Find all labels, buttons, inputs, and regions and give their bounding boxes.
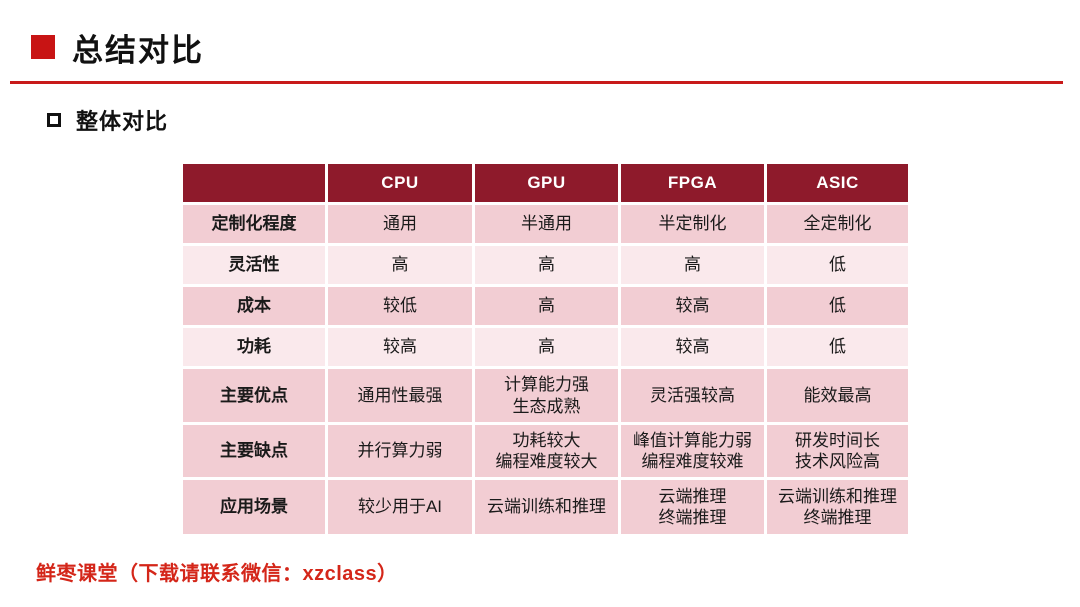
table-cell: 较低 [328, 287, 472, 325]
table-cell: 较高 [621, 328, 764, 366]
column-header-fpga: FPGA [621, 164, 764, 202]
hollow-square-bullet-icon [47, 113, 61, 127]
table-cell: 通用 [328, 205, 472, 243]
table-cell: 高 [475, 246, 618, 284]
table-cell: 云端推理 终端推理 [621, 480, 764, 534]
table-corner-cell [183, 164, 325, 202]
section-subtitle: 整体对比 [76, 109, 169, 134]
table-cell: 灵活强较高 [621, 369, 764, 422]
column-header-gpu: GPU [475, 164, 618, 202]
row-label-customization: 定制化程度 [183, 205, 325, 243]
table-cell: 低 [767, 246, 908, 284]
table-cell: 较少用于AI [328, 480, 472, 534]
page-title: 总结对比 [72, 32, 204, 68]
table-cell: 低 [767, 287, 908, 325]
row-label-advantages: 主要优点 [183, 369, 325, 422]
table-cell: 高 [475, 287, 618, 325]
title-divider-line [10, 81, 1063, 84]
subtitle-bar: 整体对比 [47, 105, 168, 135]
table-cell: 功耗较大 编程难度较大 [475, 425, 618, 477]
row-label-disadvantages: 主要缺点 [183, 425, 325, 477]
table-cell: 云端训练和推理 [475, 480, 618, 534]
row-label-cost: 成本 [183, 287, 325, 325]
table-cell: 计算能力强 生态成熟 [475, 369, 618, 422]
table-cell: 全定制化 [767, 205, 908, 243]
table-cell: 研发时间长 技术风险高 [767, 425, 908, 477]
table-cell: 半定制化 [621, 205, 764, 243]
red-square-bullet-icon [31, 35, 55, 59]
table-cell: 较高 [621, 287, 764, 325]
row-label-flexibility: 灵活性 [183, 246, 325, 284]
table-cell: 较高 [328, 328, 472, 366]
watermark-text: 鲜枣课堂（下载请联系微信：xzclass） [36, 563, 398, 585]
column-header-cpu: CPU [328, 164, 472, 202]
table-cell: 并行算力弱 [328, 425, 472, 477]
comparison-table: CPU GPU FPGA ASIC 定制化程度 通用 半通用 半定制化 全定制化… [183, 164, 908, 534]
table-cell: 高 [328, 246, 472, 284]
table-cell: 高 [475, 328, 618, 366]
table-cell: 高 [621, 246, 764, 284]
title-bar: 总结对比 [31, 24, 204, 70]
table-cell: 通用性最强 [328, 369, 472, 422]
table-cell: 半通用 [475, 205, 618, 243]
row-label-use-cases: 应用场景 [183, 480, 325, 534]
row-label-power: 功耗 [183, 328, 325, 366]
table-cell: 低 [767, 328, 908, 366]
table-cell: 峰值计算能力弱 编程难度较难 [621, 425, 764, 477]
table-cell: 云端训练和推理 终端推理 [767, 480, 908, 534]
column-header-asic: ASIC [767, 164, 908, 202]
table-cell: 能效最高 [767, 369, 908, 422]
